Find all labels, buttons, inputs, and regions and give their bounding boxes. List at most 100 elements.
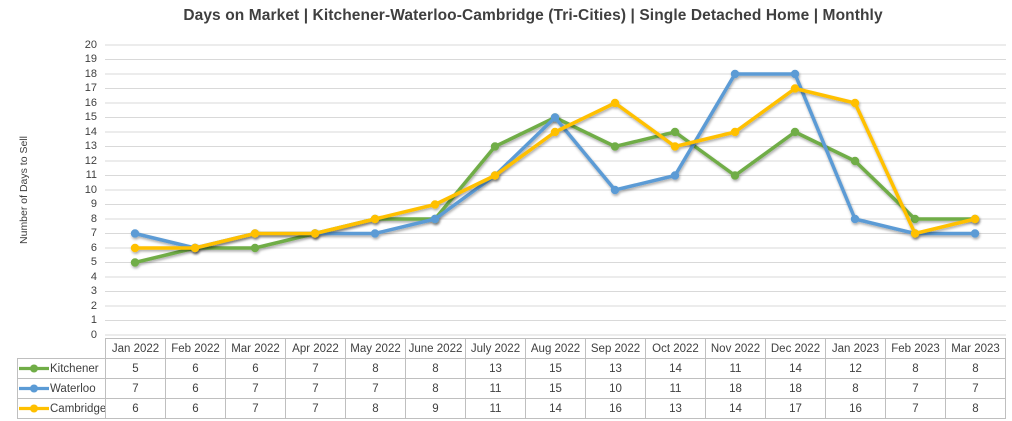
data-cell: 17 <box>765 398 826 419</box>
data-cell: 6 <box>105 398 166 419</box>
month-header: Jan 2023 <box>825 338 886 359</box>
data-point-waterloo <box>130 229 140 238</box>
data-cell: 8 <box>405 378 466 399</box>
data-point-kitchener <box>910 214 920 224</box>
chart-title: Days on Market | Kitchener-Waterloo-Camb… <box>183 7 883 24</box>
data-point-cambridge <box>730 127 740 137</box>
data-point-waterloo <box>550 113 560 122</box>
y-tick-label: 1 <box>90 314 97 326</box>
data-point-kitchener <box>790 127 800 137</box>
y-tick-label: 5 <box>90 256 97 268</box>
y-tick-label: 20 <box>84 38 97 51</box>
data-cell: 9 <box>405 398 466 419</box>
month-header: Mar 2022 <box>225 338 286 359</box>
series-name-cell: Cambridge <box>17 398 106 419</box>
data-cell: 14 <box>525 398 586 419</box>
data-cell: 12 <box>825 358 886 379</box>
series-line-waterloo <box>133 72 977 250</box>
month-header: Nov 2022 <box>705 338 766 359</box>
data-cell: 13 <box>465 358 526 379</box>
table-corner-cell <box>18 339 106 359</box>
month-header: Apr 2022 <box>285 338 346 359</box>
series-name-cell: Kitchener <box>17 358 106 379</box>
series-cambridge <box>130 84 980 253</box>
data-cell: 8 <box>405 358 466 379</box>
data-table: Jan 2022 Feb 2022 Mar 2022 Apr 2022 May 2022… <box>17 338 1006 419</box>
data-point-cambridge <box>490 171 500 180</box>
data-cell: 15 <box>525 358 586 379</box>
month-header: May 2022 <box>345 338 406 359</box>
y-tick-label: 11 <box>85 169 97 181</box>
data-point-waterloo <box>190 243 200 253</box>
data-point-kitchener <box>430 214 440 224</box>
month-header: Mar 2023 <box>945 338 1006 359</box>
data-cell: 6 <box>225 358 286 379</box>
series-layer <box>130 69 980 267</box>
series-name-label: Cambridge <box>50 402 106 415</box>
data-cell: 7 <box>285 398 346 419</box>
data-cell: 7 <box>225 398 286 419</box>
table-header-row: Jan 2022 Feb 2022 Mar 2022 Apr 2022 May 2022… <box>18 338 1006 359</box>
data-point-kitchener <box>550 113 560 122</box>
y-tick-label: 8 <box>90 212 97 225</box>
month-header: July 2022 <box>465 338 526 359</box>
y-tick-label: 14 <box>84 125 97 138</box>
data-cell: 6 <box>165 378 226 399</box>
month-header: Dec 2022 <box>765 338 826 359</box>
data-point-waterloo <box>790 69 800 79</box>
data-cell: 8 <box>345 398 406 419</box>
data-point-kitchener <box>730 171 740 180</box>
data-cell: 10 <box>585 378 646 399</box>
data-point-waterloo <box>970 229 980 238</box>
legend-key-waterloo <box>19 384 49 393</box>
data-cell: 5 <box>105 358 166 379</box>
month-header: Aug 2022 <box>525 338 586 359</box>
data-cell: 6 <box>165 398 226 419</box>
series-waterloo <box>130 69 980 253</box>
data-cell: 13 <box>645 398 706 419</box>
data-point-waterloo <box>250 229 260 238</box>
data-point-kitchener <box>250 243 260 253</box>
data-cell: 18 <box>705 378 766 399</box>
data-cell: 7 <box>945 378 1006 399</box>
y-tick-label: 7 <box>90 227 97 239</box>
data-point-cambridge <box>130 243 140 253</box>
data-point-cambridge <box>670 142 680 151</box>
data-point-waterloo <box>670 171 680 180</box>
data-point-waterloo <box>850 214 860 224</box>
data-point-cambridge <box>790 84 800 93</box>
gridlines <box>105 44 1006 336</box>
data-point-waterloo <box>730 69 740 79</box>
month-header: Feb 2022 <box>165 338 226 359</box>
y-tick-label: 3 <box>90 285 97 297</box>
data-cell: 8 <box>945 358 1006 379</box>
data-point-waterloo <box>490 171 500 180</box>
data-cell: 14 <box>705 398 766 419</box>
data-point-waterloo <box>430 214 440 224</box>
series-kitchener <box>130 113 980 267</box>
data-cell: 7 <box>105 378 166 399</box>
month-header: Sep 2022 <box>585 338 646 359</box>
data-cell: 7 <box>885 398 946 419</box>
data-cell: 11 <box>465 378 526 399</box>
month-header: Jan 2022 <box>105 338 166 359</box>
data-point-cambridge <box>370 214 380 224</box>
data-point-kitchener <box>310 229 320 238</box>
data-point-kitchener <box>130 258 140 267</box>
data-point-kitchener <box>190 243 200 253</box>
data-point-waterloo <box>310 229 320 238</box>
data-point-waterloo <box>910 229 920 238</box>
series-name-label: Waterloo <box>50 382 96 395</box>
table-row-waterloo: Waterloo 7 6 7 7 7 8 11 15 10 11 18 18 8 7 7 <box>17 378 1006 399</box>
data-point-cambridge <box>970 214 980 224</box>
data-point-cambridge <box>310 229 320 238</box>
data-point-cambridge <box>910 229 920 238</box>
legend-key-cambridge <box>19 404 49 413</box>
data-point-kitchener <box>670 127 680 137</box>
month-header: Oct 2022 <box>645 338 706 359</box>
y-tick-label: 15 <box>84 111 97 123</box>
data-cell: 14 <box>645 358 706 379</box>
data-cell: 13 <box>585 358 646 379</box>
data-cell: 14 <box>765 358 826 379</box>
